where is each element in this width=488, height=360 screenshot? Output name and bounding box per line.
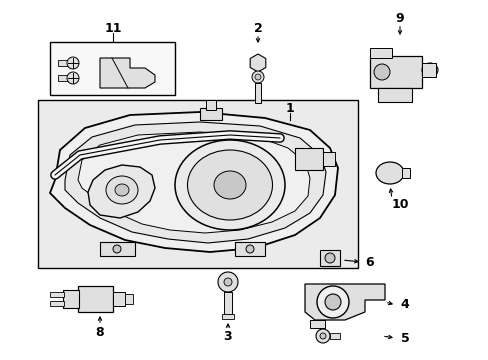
Bar	[369, 56, 421, 88]
Bar	[200, 108, 222, 120]
Bar	[205, 100, 216, 110]
Circle shape	[218, 272, 238, 292]
Text: 10: 10	[390, 198, 408, 211]
Bar	[50, 42, 175, 95]
Bar	[50, 292, 64, 297]
Polygon shape	[88, 165, 155, 218]
Bar	[369, 48, 391, 58]
Bar	[377, 88, 411, 102]
Bar	[58, 75, 68, 81]
Ellipse shape	[115, 184, 129, 196]
Bar	[329, 333, 339, 339]
Circle shape	[67, 57, 79, 69]
Bar	[63, 290, 79, 308]
Text: 6: 6	[365, 256, 373, 269]
Bar	[113, 292, 125, 306]
Circle shape	[315, 329, 329, 343]
Ellipse shape	[375, 162, 403, 184]
Bar	[401, 168, 409, 178]
Text: 3: 3	[223, 329, 232, 342]
Bar	[125, 294, 133, 304]
Circle shape	[319, 333, 325, 339]
Bar	[235, 242, 264, 256]
Circle shape	[113, 245, 121, 253]
Ellipse shape	[421, 63, 437, 77]
Ellipse shape	[187, 150, 272, 220]
Text: 2: 2	[253, 22, 262, 35]
Polygon shape	[305, 284, 384, 320]
Bar	[421, 63, 435, 77]
Circle shape	[316, 286, 348, 318]
Text: 9: 9	[395, 12, 404, 24]
Bar	[294, 148, 323, 170]
Bar	[224, 292, 231, 314]
Polygon shape	[50, 112, 337, 252]
Circle shape	[325, 294, 340, 310]
Text: 8: 8	[96, 325, 104, 338]
Bar	[222, 314, 234, 319]
Circle shape	[251, 71, 264, 83]
Text: 11: 11	[104, 22, 122, 35]
Bar	[100, 242, 135, 256]
Text: 5: 5	[400, 332, 408, 345]
Bar	[78, 286, 113, 312]
Bar	[309, 320, 325, 328]
Circle shape	[67, 72, 79, 84]
Ellipse shape	[214, 171, 245, 199]
Bar	[254, 83, 261, 103]
Text: 4: 4	[400, 298, 408, 311]
Polygon shape	[100, 58, 155, 88]
Polygon shape	[65, 122, 325, 243]
Polygon shape	[78, 132, 309, 233]
Circle shape	[373, 64, 389, 80]
Circle shape	[325, 253, 334, 263]
Bar	[319, 250, 339, 266]
Circle shape	[254, 74, 261, 80]
Ellipse shape	[106, 176, 138, 204]
Text: 1: 1	[285, 102, 294, 114]
Ellipse shape	[175, 140, 285, 230]
Bar	[50, 301, 64, 306]
Text: 7: 7	[113, 203, 122, 216]
Circle shape	[245, 245, 253, 253]
Bar	[38, 100, 357, 268]
Bar	[323, 152, 334, 166]
Circle shape	[224, 278, 231, 286]
Bar	[58, 60, 68, 66]
